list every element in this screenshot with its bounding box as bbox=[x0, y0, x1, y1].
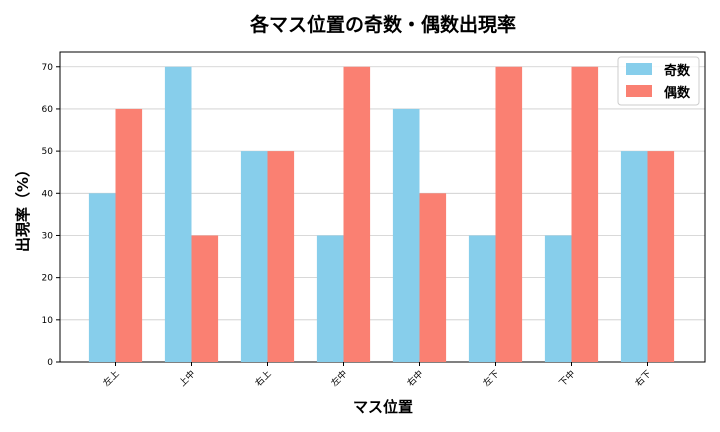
bar-even-5 bbox=[419, 193, 447, 362]
bar-even-3 bbox=[267, 151, 295, 362]
bar-even-7 bbox=[571, 66, 599, 362]
bar-odd-3 bbox=[240, 151, 268, 362]
y-tick-label: 30 bbox=[42, 231, 54, 241]
x-tick-label: 右下 bbox=[632, 368, 653, 389]
bar-odd-6 bbox=[468, 235, 496, 362]
plot-frame bbox=[59, 51, 706, 363]
bar-odd-8 bbox=[620, 151, 648, 362]
bar-odd-1 bbox=[88, 193, 116, 362]
bar-even-1 bbox=[115, 108, 143, 362]
legend-swatch-even bbox=[626, 85, 652, 97]
bar-even-2 bbox=[191, 235, 219, 362]
x-tick-label: 左中 bbox=[328, 368, 349, 389]
y-tick-label: 0 bbox=[47, 358, 53, 368]
legend-label-odd: 奇数 bbox=[664, 63, 691, 79]
bar-even-8 bbox=[647, 151, 675, 362]
chart-title: 各マス位置の奇数・偶数出現率 bbox=[249, 13, 516, 36]
bar-odd-4 bbox=[316, 235, 344, 362]
y-axis-ticks: 0 10 20 30 40 50 60 70 bbox=[42, 63, 60, 368]
legend-swatch-odd bbox=[626, 63, 652, 75]
bar-even-4 bbox=[343, 66, 371, 362]
y-axis-label: 出現率（%） bbox=[14, 162, 32, 252]
bar-odd-2 bbox=[164, 66, 192, 362]
x-tick-label: 上中 bbox=[176, 368, 197, 389]
x-tick-label: 左上 bbox=[100, 368, 121, 389]
bars bbox=[88, 66, 675, 362]
y-tick-label: 40 bbox=[42, 189, 54, 199]
y-tick-label: 20 bbox=[42, 274, 54, 284]
legend: 奇数 偶数 bbox=[617, 56, 700, 106]
x-tick-label: 右上 bbox=[252, 368, 273, 389]
x-axis-label: マス位置 bbox=[353, 398, 413, 416]
bar-even-6 bbox=[495, 66, 523, 362]
legend-label-even: 偶数 bbox=[664, 85, 691, 101]
x-tick-label: 左下 bbox=[480, 368, 501, 389]
x-tick-label: 下中 bbox=[556, 368, 577, 389]
y-tick-label: 50 bbox=[42, 147, 54, 157]
bar-odd-5 bbox=[392, 108, 420, 362]
y-tick-label: 70 bbox=[42, 63, 54, 73]
bar-odd-7 bbox=[544, 235, 572, 362]
y-tick-label: 60 bbox=[42, 105, 54, 115]
gridlines bbox=[60, 66, 705, 363]
x-axis-ticks: 左上 上中 右上 左中 右中 左下 下中 右下 bbox=[100, 362, 654, 389]
x-tick-label: 右中 bbox=[404, 368, 425, 389]
y-tick-label: 10 bbox=[42, 316, 54, 326]
